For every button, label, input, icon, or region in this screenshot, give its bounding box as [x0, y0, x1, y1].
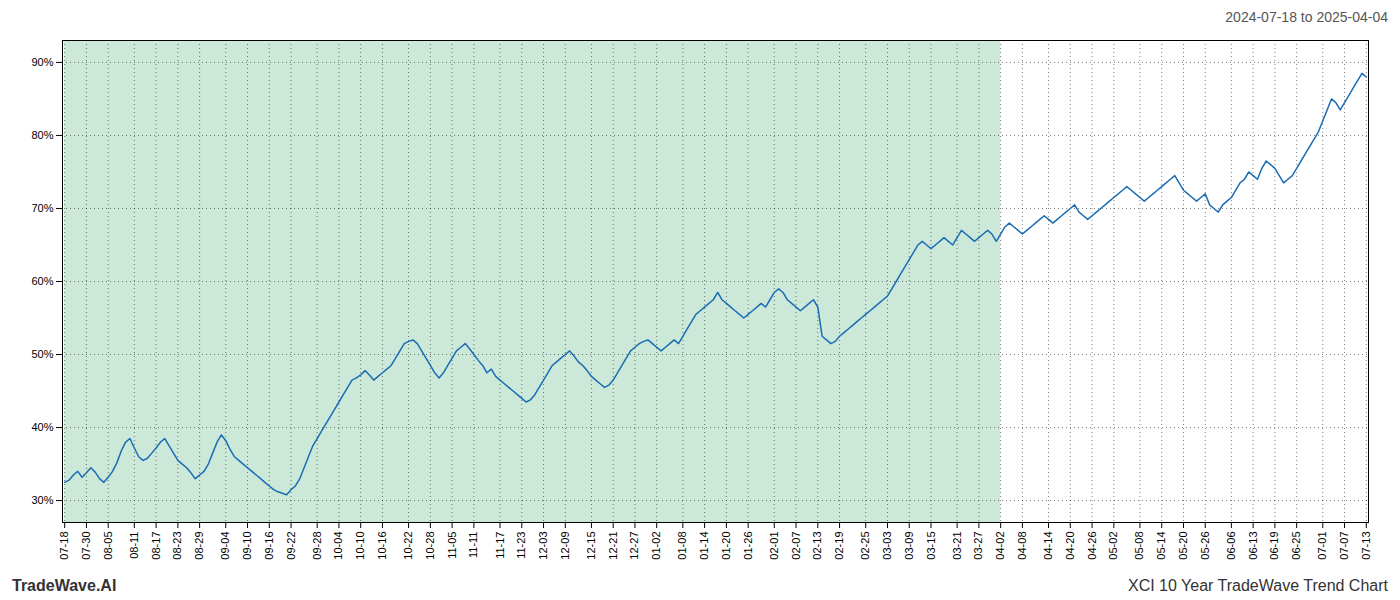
svg-text:08-29: 08-29	[193, 532, 205, 560]
svg-text:05-20: 05-20	[1177, 532, 1189, 560]
svg-text:08-23: 08-23	[171, 532, 183, 560]
svg-text:04-20: 04-20	[1064, 532, 1076, 560]
svg-text:06-06: 06-06	[1225, 532, 1237, 560]
svg-text:09-10: 09-10	[241, 532, 253, 560]
svg-text:12-09: 12-09	[559, 532, 571, 560]
svg-text:04-14: 04-14	[1042, 532, 1054, 560]
svg-text:60%: 60%	[31, 275, 53, 287]
svg-text:05-26: 05-26	[1199, 532, 1211, 560]
svg-text:01-14: 01-14	[698, 532, 710, 560]
svg-text:12-21: 12-21	[607, 532, 619, 560]
svg-text:10-16: 10-16	[376, 532, 388, 560]
svg-text:07-18: 07-18	[58, 532, 70, 560]
svg-text:90%: 90%	[31, 56, 53, 68]
html-text:2024-07-18 to 2025-04-04: 2024-07-18 to 2025-04-04	[1225, 9, 1388, 25]
html-text:TradeWave.AI: TradeWave.AI	[12, 577, 117, 594]
svg-text:01-20: 01-20	[720, 532, 732, 560]
svg-text:09-16: 09-16	[263, 532, 275, 560]
svg-text:10-04: 10-04	[332, 532, 344, 560]
svg-text:12-27: 12-27	[628, 532, 640, 560]
svg-text:03-27: 03-27	[972, 532, 984, 560]
svg-text:08-11: 08-11	[128, 532, 140, 559]
svg-text:11-23: 11-23	[515, 532, 527, 559]
svg-text:11-17: 11-17	[494, 532, 506, 559]
svg-text:30%: 30%	[31, 494, 53, 506]
svg-text:08-05: 08-05	[102, 532, 114, 560]
svg-text:50%: 50%	[31, 348, 53, 360]
svg-text:07-13: 07-13	[1360, 532, 1372, 560]
svg-text:07-30: 07-30	[80, 532, 92, 560]
svg-text:02-19: 02-19	[833, 532, 845, 560]
svg-text:01-26: 01-26	[742, 532, 754, 560]
html-text:XCI 10 Year TradeWave Trend Ch: XCI 10 Year TradeWave Trend Chart	[1128, 577, 1388, 594]
svg-text:10-22: 10-22	[402, 532, 414, 560]
svg-text:03-21: 03-21	[951, 532, 963, 560]
svg-text:06-25: 06-25	[1290, 532, 1302, 560]
svg-text:08-17: 08-17	[150, 532, 162, 560]
svg-text:02-07: 02-07	[790, 532, 802, 560]
svg-text:06-19: 06-19	[1268, 532, 1280, 560]
svg-text:02-13: 02-13	[811, 532, 823, 560]
svg-text:09-28: 09-28	[311, 532, 323, 560]
svg-text:04-26: 04-26	[1086, 532, 1098, 560]
svg-text:07-07: 07-07	[1338, 532, 1350, 560]
svg-text:05-02: 05-02	[1107, 532, 1119, 560]
svg-text:04-02: 04-02	[994, 532, 1006, 560]
svg-text:03-03: 03-03	[881, 532, 893, 560]
svg-text:11-11: 11-11	[467, 532, 479, 559]
svg-text:12-03: 12-03	[537, 532, 549, 560]
svg-text:01-08: 01-08	[676, 532, 688, 560]
svg-text:06-13: 06-13	[1247, 532, 1259, 560]
svg-text:09-22: 09-22	[285, 532, 297, 560]
svg-text:07-01: 07-01	[1316, 532, 1328, 560]
svg-text:10-10: 10-10	[354, 532, 366, 560]
svg-text:03-09: 03-09	[903, 532, 915, 560]
svg-text:80%: 80%	[31, 129, 53, 141]
svg-text:40%: 40%	[31, 421, 53, 433]
svg-text:12-15: 12-15	[585, 532, 597, 560]
svg-text:05-14: 05-14	[1155, 532, 1167, 560]
svg-text:05-08: 05-08	[1133, 532, 1145, 560]
svg-text:02-25: 02-25	[859, 532, 871, 560]
svg-text:04-08: 04-08	[1016, 532, 1028, 560]
svg-text:10-28: 10-28	[424, 532, 436, 560]
svg-text:11-05: 11-05	[446, 532, 458, 559]
svg-text:70%: 70%	[31, 202, 53, 214]
svg-text:02-01: 02-01	[768, 532, 780, 560]
svg-text:01-02: 01-02	[650, 532, 662, 560]
svg-text:03-15: 03-15	[925, 532, 937, 560]
svg-text:09-04: 09-04	[219, 532, 231, 560]
